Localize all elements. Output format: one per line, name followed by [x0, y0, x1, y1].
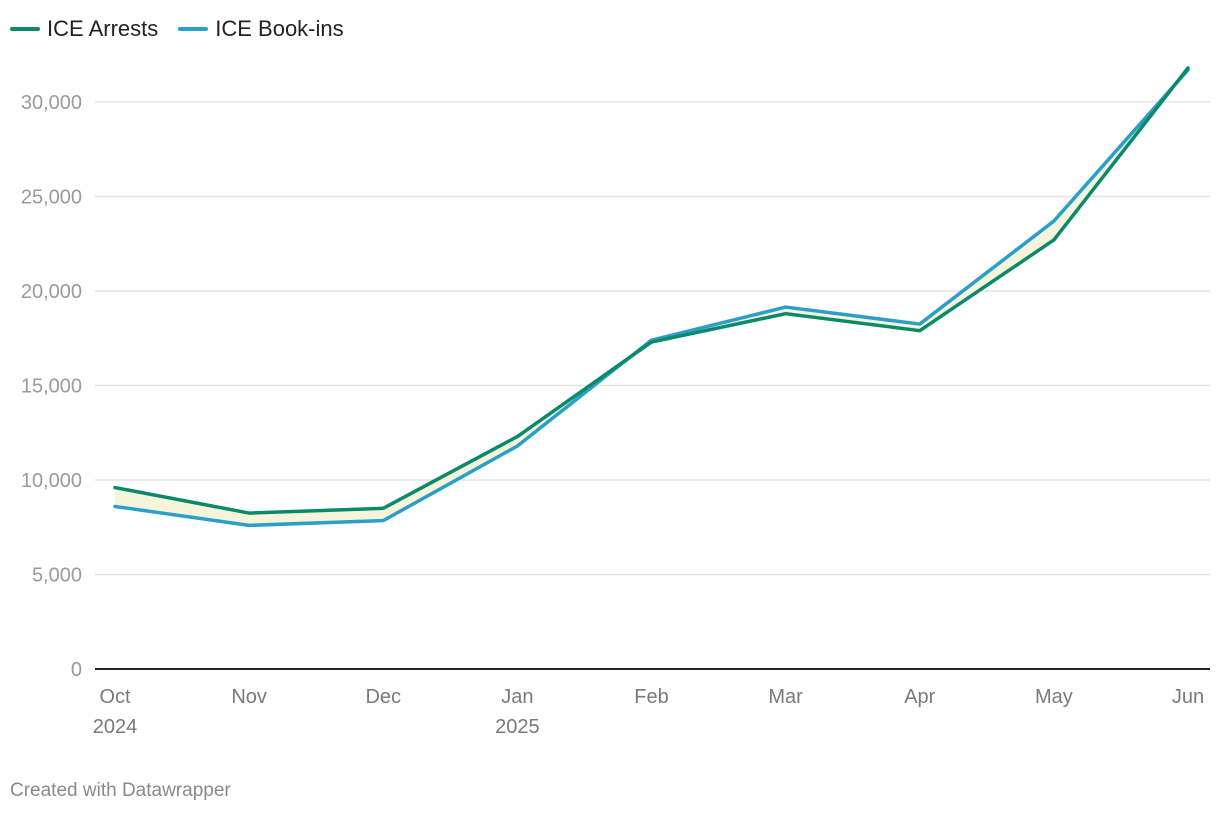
x-tick-label: Dec	[365, 686, 401, 708]
y-tick-label: 5,000	[32, 565, 82, 587]
legend-label-bookins: ICE Book-ins	[215, 16, 344, 41]
series-line-bookins	[113, 68, 1190, 528]
legend: ICE Arrests ICE Book-ins	[10, 16, 344, 42]
x-tick-label-year: 2024	[93, 716, 138, 738]
y-tick-label: 20,000	[21, 281, 82, 303]
x-tick-label-year: 2025	[495, 716, 540, 738]
x-tick-label: Mar	[768, 686, 803, 708]
x-tick-label: Jun	[1172, 686, 1204, 708]
series-difference-band	[115, 67, 1188, 526]
footer-credit: Created with Datawrapper	[10, 780, 231, 801]
x-tick-label: May	[1035, 686, 1073, 708]
x-tick-label: Apr	[904, 686, 935, 708]
legend-swatch-bookins	[178, 27, 209, 31]
x-tick-label: Feb	[634, 686, 668, 708]
y-tick-label: 10,000	[21, 470, 82, 492]
y-tick-label: 0	[71, 659, 82, 681]
series-line-arrests	[113, 66, 1190, 515]
y-tick-label: 30,000	[21, 92, 82, 114]
legend-item-bookins: ICE Book-ins	[178, 16, 344, 42]
x-tick-label: Oct	[99, 686, 131, 708]
legend-item-arrests: ICE Arrests	[10, 16, 158, 42]
legend-swatch-arrests	[10, 27, 40, 31]
y-tick-label: 15,000	[21, 376, 82, 398]
y-tick-label: 25,000	[21, 187, 82, 209]
x-tick-label: Jan	[501, 686, 533, 708]
x-tick-label: Nov	[231, 686, 267, 708]
legend-label-arrests: ICE Arrests	[47, 16, 159, 41]
